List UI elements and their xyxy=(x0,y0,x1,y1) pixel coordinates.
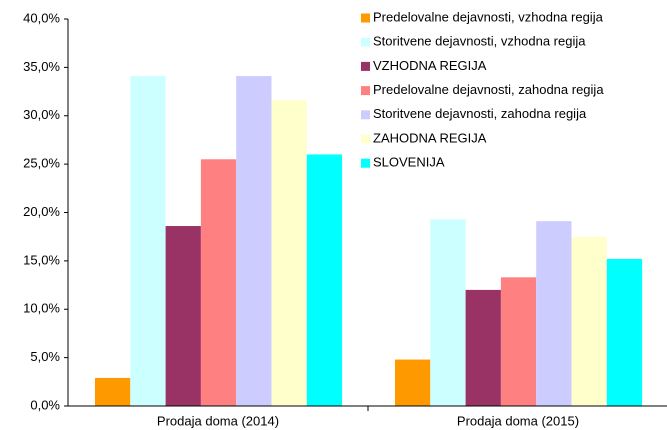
y-tick-label: 35,0% xyxy=(23,59,60,74)
legend-swatch xyxy=(361,61,370,71)
x-tick-label: Prodaja doma (2014) xyxy=(157,413,279,428)
legend-label: SLOVENIJA xyxy=(373,155,445,170)
y-tick-label: 15,0% xyxy=(23,252,60,267)
legend-label: Predelovalne dejavnosti, vzhodna regija xyxy=(373,9,604,24)
bar xyxy=(236,76,272,407)
bar xyxy=(130,76,166,407)
bar xyxy=(95,377,131,406)
legend-label: VZHODNA REGIJA xyxy=(373,58,487,73)
bar xyxy=(395,359,431,406)
y-tick-label: 25,0% xyxy=(23,156,60,171)
x-tick-label: Prodaja doma (2015) xyxy=(457,413,579,428)
legend-label: Storitvene dejavnosti, zahodna regija xyxy=(373,106,587,121)
legend-swatch xyxy=(361,134,370,144)
bar xyxy=(536,221,572,406)
y-tick-label: 0,0% xyxy=(30,397,60,412)
bar xyxy=(271,100,307,407)
legend-swatch xyxy=(361,86,370,96)
y-tick-label: 5,0% xyxy=(30,349,60,364)
bar xyxy=(571,236,607,406)
bar xyxy=(430,219,466,406)
y-tick-label: 40,0% xyxy=(23,10,60,25)
legend-label: Predelovalne dejavnosti, zahodna regija xyxy=(373,82,604,97)
legend-label: ZAHODNA REGIJA xyxy=(373,130,487,145)
bar xyxy=(200,159,237,406)
bar xyxy=(306,154,343,406)
legend-label: Storitvene dejavnosti, vzhodna regija xyxy=(373,34,586,49)
y-tick-label: 20,0% xyxy=(23,204,60,219)
y-tick-label: 10,0% xyxy=(23,301,60,316)
legend-swatch xyxy=(361,13,370,23)
legend-swatch xyxy=(361,158,370,168)
bar xyxy=(500,277,537,406)
bar xyxy=(165,226,201,406)
bar xyxy=(606,258,643,406)
y-tick-label: 30,0% xyxy=(23,107,60,122)
legend-swatch xyxy=(361,37,370,47)
bar xyxy=(465,289,501,406)
legend-swatch xyxy=(361,110,370,120)
